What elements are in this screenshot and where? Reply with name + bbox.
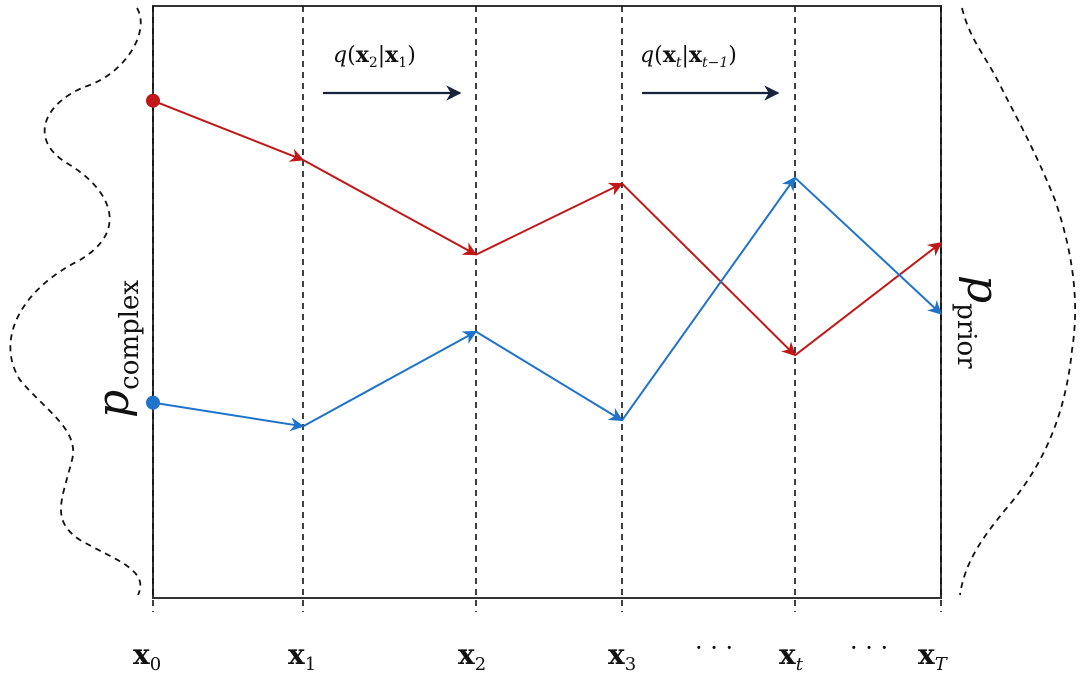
red-trajectory-segment-4 xyxy=(794,241,943,357)
step-label-x2: x2 xyxy=(458,638,486,675)
blue-trajectory-segment-0 xyxy=(152,401,305,432)
transition-label-x2-given-x1: q(x2|x1) xyxy=(333,42,416,71)
red-trajectory-start-point xyxy=(146,93,160,108)
transition-label-xt-given-xt-minus-1: q(xt|xt−1) xyxy=(640,42,737,71)
step-label-x3: x3 xyxy=(608,638,636,675)
blue-trajectory-segment-3 xyxy=(621,176,796,421)
blue-trajectory-segment-1 xyxy=(302,330,478,428)
prior-distribution-curve xyxy=(959,7,1076,596)
blue-trajectory-segment-2 xyxy=(475,330,624,422)
ellipsis-1: · · · xyxy=(695,634,733,662)
blue-trajectory-start-point xyxy=(146,395,160,410)
plot-frame xyxy=(152,5,942,599)
ellipsis-2: · · · xyxy=(850,634,888,662)
red-trajectory-segment-2 xyxy=(475,182,624,256)
red-trajectory-segment-3 xyxy=(621,182,796,357)
blue-trajectory-segment-4 xyxy=(794,176,943,315)
red-trajectory-segment-1 xyxy=(302,159,478,256)
p-prior-label: pprior xyxy=(951,275,1008,369)
p-complex-label: pcomplex xyxy=(88,280,145,418)
complex-distribution-curve xyxy=(9,7,142,596)
step-label-xT: xT xyxy=(918,638,949,675)
step-label-x0: x0 xyxy=(133,638,161,675)
step-label-x1: x1 xyxy=(288,638,316,675)
step-label-xt: xt xyxy=(779,638,804,675)
red-trajectory-segment-0 xyxy=(152,99,305,162)
